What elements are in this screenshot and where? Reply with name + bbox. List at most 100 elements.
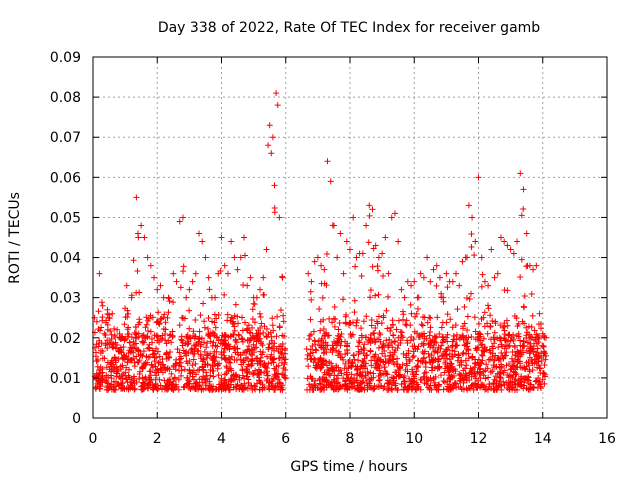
data-point (251, 301, 258, 308)
data-point (415, 343, 422, 350)
data-point (486, 381, 493, 388)
data-point (309, 343, 316, 350)
data-point (524, 339, 531, 346)
data-point (320, 326, 327, 333)
data-point (221, 355, 228, 362)
data-point-peak (340, 270, 347, 277)
data-point (135, 348, 142, 355)
data-point (200, 300, 207, 307)
data-point (125, 310, 132, 317)
data-point (383, 307, 390, 314)
data-point (468, 290, 474, 297)
data-point (330, 345, 337, 351)
data-point (187, 370, 194, 377)
data-point (230, 318, 237, 325)
data-point-peak (514, 238, 521, 245)
data-point (123, 376, 130, 383)
data-point (420, 373, 427, 380)
data-point (136, 371, 143, 378)
data-point (164, 386, 171, 393)
data-point (518, 256, 525, 263)
data-point-peak (408, 282, 415, 289)
data-point (481, 309, 488, 316)
data-point (420, 355, 427, 362)
data-point (200, 373, 207, 380)
data-point (527, 346, 534, 353)
data-point (521, 292, 528, 299)
data-point (385, 386, 392, 393)
data-point (487, 312, 494, 319)
data-point-peak (128, 294, 135, 301)
data-point (189, 369, 196, 376)
data-point (318, 337, 325, 344)
data-point (375, 267, 382, 274)
data-point (451, 336, 458, 343)
data-point (305, 363, 312, 370)
data-point-peak (453, 270, 460, 277)
data-point (537, 365, 544, 372)
data-point (463, 377, 470, 384)
data-point-peak (231, 254, 238, 261)
data-point (518, 212, 525, 219)
data-point-peak (311, 258, 318, 265)
data-point (389, 322, 396, 329)
data-point (98, 324, 105, 331)
data-point (265, 360, 272, 367)
data-point (128, 356, 135, 363)
data-point (307, 316, 314, 323)
data-point (227, 381, 234, 388)
data-point (485, 305, 492, 312)
data-point (227, 359, 234, 366)
data-point (461, 304, 468, 311)
data-point (407, 322, 414, 329)
data-point (154, 386, 161, 393)
data-point (360, 362, 367, 369)
data-point (200, 386, 207, 393)
data-point (193, 379, 200, 386)
data-point (249, 371, 256, 378)
data-point (355, 343, 362, 350)
data-point-peak (469, 214, 476, 221)
data-point (338, 331, 345, 338)
data-point (250, 349, 257, 356)
data-point (139, 339, 146, 346)
data-point (162, 367, 169, 374)
data-point (528, 357, 535, 364)
data-point-peak (494, 270, 501, 277)
data-point (259, 342, 266, 349)
y-tick-label: 0.08 (50, 90, 81, 106)
data-point (230, 384, 237, 391)
data-point (104, 380, 111, 387)
data-point (186, 368, 193, 375)
data-point (358, 273, 365, 280)
data-point (136, 289, 143, 296)
data-point (507, 337, 514, 344)
data-point-peak (343, 238, 350, 245)
data-point (445, 344, 452, 351)
data-point (364, 386, 371, 393)
data-point (498, 381, 505, 388)
y-tick-label: 0.05 (50, 210, 81, 226)
data-point (323, 371, 330, 378)
data-point (170, 386, 177, 393)
data-point (274, 313, 281, 320)
data-point-peak (330, 222, 337, 229)
data-point (498, 386, 505, 393)
data-point (156, 376, 163, 383)
data-point (253, 380, 260, 387)
data-point (423, 381, 430, 388)
data-point (170, 378, 177, 385)
data-point (253, 355, 260, 362)
data-point (131, 386, 138, 393)
data-point (493, 363, 500, 370)
data-point (114, 341, 121, 348)
data-point (500, 324, 507, 331)
data-point (220, 386, 227, 393)
data-point (533, 377, 540, 384)
data-point (243, 373, 250, 380)
data-point (364, 339, 371, 346)
data-point (329, 382, 336, 389)
data-point (248, 358, 255, 365)
data-point (487, 336, 494, 343)
data-point (386, 336, 393, 343)
